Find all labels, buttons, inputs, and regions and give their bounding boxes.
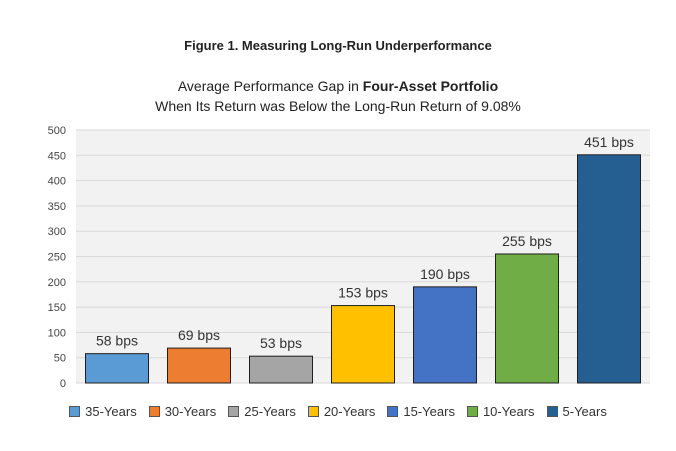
legend-swatch	[307, 406, 319, 417]
chart-legend: 35-Years 30-Years 25-Years 20-Years 15-Years…	[0, 404, 676, 419]
y-tick-label: 250	[48, 252, 66, 264]
legend-item: 5-Years	[546, 404, 607, 419]
legend-item: 15-Years	[387, 404, 455, 419]
subtitle-prefix: Average Performance Gap in	[177, 78, 363, 94]
data-label: 190 bps	[420, 266, 470, 282]
bar	[167, 347, 231, 384]
data-label: 153 bps	[338, 285, 388, 301]
legend-swatch	[546, 406, 558, 417]
data-label: 58 bps	[96, 333, 138, 349]
data-label: 53 bps	[260, 335, 302, 351]
legend-swatch	[228, 406, 240, 417]
y-tick-label: 50	[54, 353, 66, 365]
chart-subtitle-line2: When Its Return was Below the Long-Run R…	[155, 98, 521, 114]
legend-label: 35-Years	[85, 404, 137, 419]
data-label: 69 bps	[178, 327, 220, 343]
legend-label: 5-Years	[562, 404, 607, 419]
legend-label: 20-Years	[323, 404, 376, 419]
legend-swatch	[387, 406, 399, 417]
bar	[413, 286, 477, 384]
y-tick-label: 150	[48, 302, 66, 314]
bar	[577, 154, 641, 384]
data-label: 255 bps	[502, 233, 552, 249]
legend-label: 10-Years	[482, 404, 535, 419]
bar	[249, 355, 313, 384]
legend-swatch	[466, 406, 478, 417]
y-tick-label: 0	[60, 378, 66, 390]
y-tick-label: 400	[48, 176, 66, 188]
legend-label: 30-Years	[164, 404, 217, 419]
legend-swatch	[69, 406, 81, 417]
legend-item: 35-Years	[69, 404, 137, 419]
subtitle-bold: Four-Asset Portfolio	[362, 78, 499, 94]
bar	[85, 353, 149, 384]
y-tick-label: 500	[48, 125, 66, 137]
y-tick-label: 200	[48, 277, 66, 289]
bar	[331, 305, 395, 384]
legend-item: 20-Years	[307, 404, 376, 419]
y-tick-label: 100	[48, 327, 66, 339]
bar	[495, 253, 559, 384]
data-label: 451 bps	[584, 134, 634, 150]
legend-label: 15-Years	[403, 404, 455, 419]
chart-subtitle-line1: Average Performance Gap in Four-Asset Po…	[0, 78, 676, 94]
y-tick-label: 450	[48, 150, 66, 162]
legend-item: 30-Years	[148, 404, 217, 419]
legend-swatch	[148, 406, 160, 417]
y-tick-label: 300	[48, 226, 66, 238]
legend-item: 25-Years	[228, 404, 296, 419]
figure-title: Figure 1. Measuring Long-Run Underperfor…	[184, 38, 492, 53]
legend-label: 25-Years	[244, 404, 296, 419]
legend-item: 10-Years	[466, 404, 535, 419]
y-tick-label: 350	[48, 201, 66, 213]
